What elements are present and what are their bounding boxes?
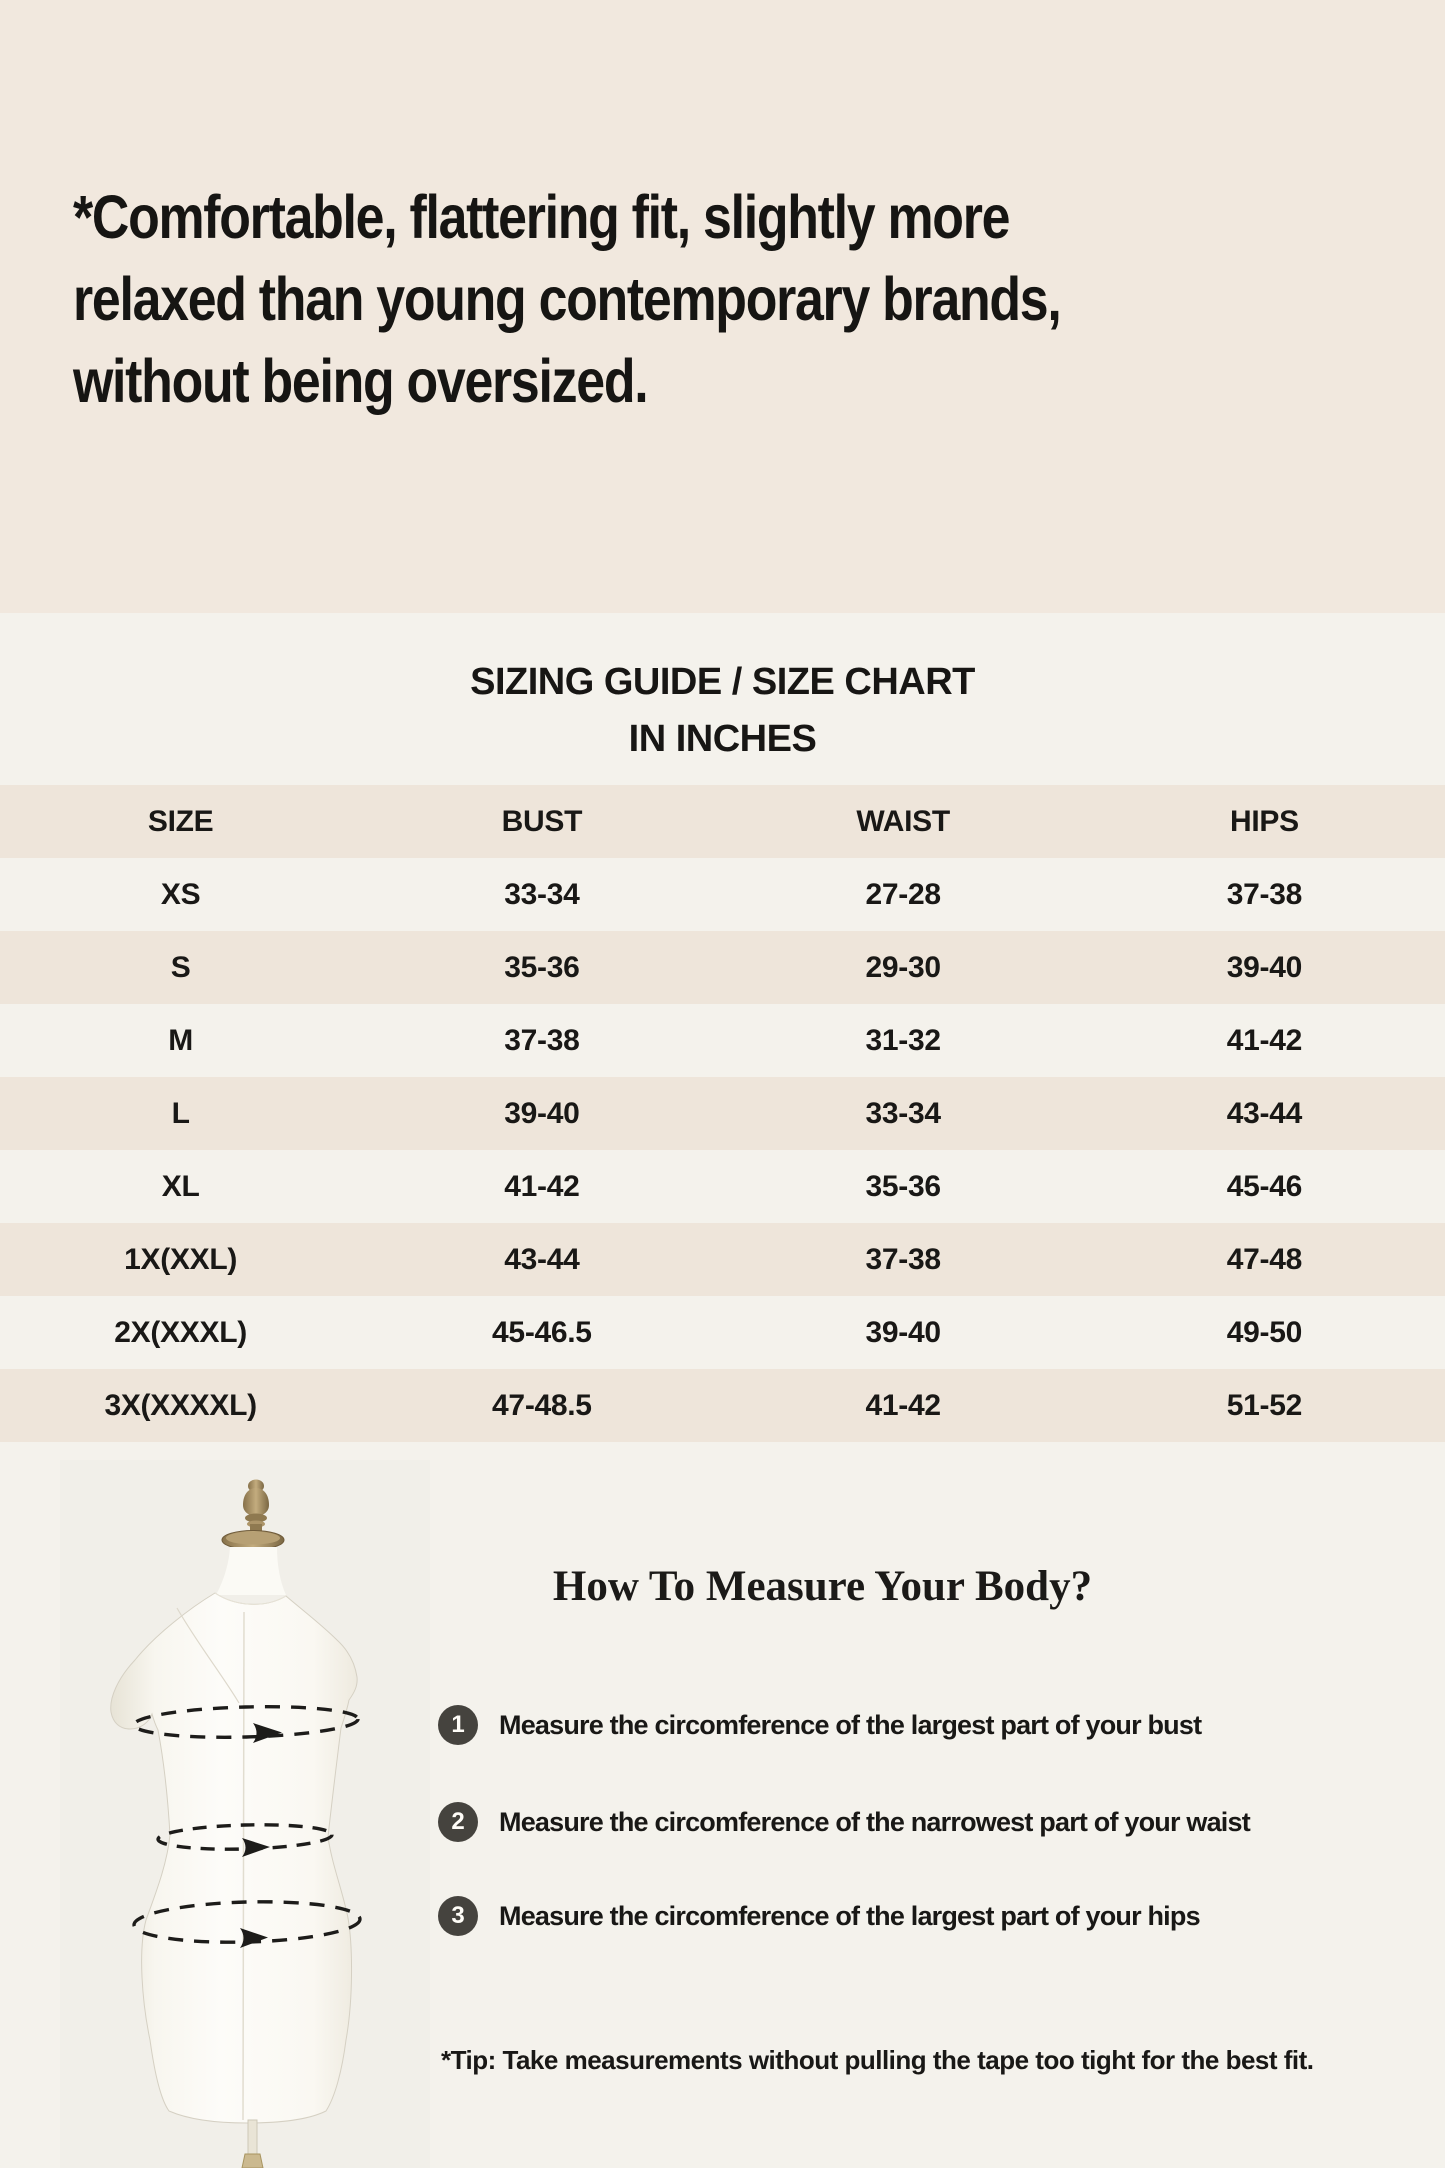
torso-silhouette	[110, 1592, 358, 2124]
finial-icon	[221, 1479, 285, 1550]
cell-bust: 47-48.5	[492, 1388, 592, 1422]
cell-hips: 51-52	[1226, 1388, 1303, 1422]
step-text: Measure the circomference of the largest…	[499, 1709, 1202, 1740]
princess-seam	[176, 1607, 240, 1704]
measure-title: How To Measure Your Body?	[552, 1563, 1093, 1610]
table-row: M 37-38 31-32 41-42	[0, 1004, 1445, 1077]
cell-waist: 35-36	[865, 1169, 942, 1203]
hips-arrow-icon	[240, 1928, 268, 1948]
fit-note-headline: *Comfortable, flattering fit, slightly m…	[73, 176, 1235, 422]
fit-note-line: relaxed than young contemporary brands,	[73, 265, 1062, 333]
table-row: XS 33-34 27-28 37-38	[0, 858, 1445, 931]
cell-bust: 39-40	[504, 1096, 580, 1130]
neck	[216, 1547, 286, 1595]
column-header-size: SIZE	[147, 804, 214, 838]
measure-step: 2 Measure the circomference of the narro…	[438, 1802, 1251, 1842]
cell-waist: 39-40	[865, 1315, 942, 1349]
cell-size: 2X(XXXL)	[114, 1315, 247, 1349]
step-text: Measure the circomference of the narrowe…	[499, 1806, 1251, 1837]
cell-bust: 41-42	[504, 1169, 580, 1203]
table-header-row: SIZE BUST WAIST HIPS	[0, 785, 1445, 858]
size-chart-table: SIZE BUST WAIST HIPS XS 33-34 27-28 37-3…	[0, 785, 1445, 1442]
column-header-waist: WAIST	[856, 804, 950, 838]
step-number-badge: 3	[438, 1896, 478, 1936]
cell-bust: 45-46.5	[492, 1315, 592, 1349]
cell-hips: 43-44	[1226, 1096, 1303, 1130]
cell-size: M	[168, 1023, 193, 1057]
cell-hips: 47-48	[1226, 1242, 1303, 1276]
waist-arrow-icon	[242, 1838, 270, 1857]
cell-hips: 45-46	[1226, 1169, 1303, 1203]
cell-hips: 41-42	[1226, 1023, 1303, 1057]
size-chart-title-line2: IN INCHES	[628, 718, 817, 760]
cell-waist: 31-32	[865, 1023, 942, 1057]
table-row: L 39-40 33-34 43-44	[0, 1077, 1445, 1150]
step-text: Measure the circomference of the largest…	[499, 1900, 1201, 1931]
table-row: 1X(XXL) 43-44 37-38 47-48	[0, 1223, 1445, 1296]
fit-note-line: *Comfortable, flattering fit, slightly m…	[73, 183, 1010, 251]
cell-size: L	[171, 1096, 190, 1130]
measure-step: 3 Measure the circomference of the large…	[438, 1896, 1201, 1936]
step-number-badge: 2	[438, 1802, 478, 1842]
cell-bust: 35-36	[504, 950, 580, 984]
neckline-seam	[214, 1592, 287, 1605]
cell-waist: 37-38	[865, 1242, 942, 1276]
cell-waist: 41-42	[865, 1388, 942, 1422]
measure-step: 1 Measure the circomference of the large…	[438, 1705, 1202, 1745]
table-row: S 35-36 29-30 39-40	[0, 931, 1445, 1004]
cell-size: 1X(XXL)	[124, 1242, 238, 1276]
cell-size: S	[170, 950, 191, 984]
cell-hips: 39-40	[1226, 950, 1303, 984]
cell-bust: 37-38	[504, 1023, 580, 1057]
waist-measure-line	[156, 1823, 334, 1857]
cell-size: 3X(XXXXL)	[104, 1388, 257, 1422]
measure-tip: *Tip: Take measurements without pulling …	[441, 2045, 1314, 2075]
size-chart-title: SIZING GUIDE / SIZE CHART IN INCHES	[0, 654, 1445, 768]
column-header-hips: HIPS	[1229, 804, 1299, 838]
cell-bust: 33-34	[504, 877, 580, 911]
fit-note-section: *Comfortable, flattering fit, slightly m…	[0, 0, 1445, 613]
table-row: XL 41-42 35-36 45-46	[0, 1150, 1445, 1223]
fit-note-line: without being oversized.	[73, 347, 649, 415]
table-row: 3X(XXXXL) 47-48.5 41-42 51-52	[0, 1369, 1445, 1442]
cell-size: XL	[161, 1169, 200, 1203]
cell-size: XS	[160, 877, 201, 911]
cell-waist: 33-34	[865, 1096, 942, 1130]
stand-pole	[241, 2119, 264, 2168]
size-chart-section: SIZING GUIDE / SIZE CHART IN INCHES SIZE…	[0, 613, 1445, 2168]
hips-measure-line	[132, 1900, 362, 1948]
cell-waist: 27-28	[865, 877, 942, 911]
cell-hips: 49-50	[1226, 1315, 1303, 1349]
cell-hips: 37-38	[1226, 877, 1303, 911]
table-row: 2X(XXXL) 45-46.5 39-40 49-50	[0, 1296, 1445, 1369]
size-chart-title-line1: SIZING GUIDE / SIZE CHART	[470, 661, 975, 703]
cell-bust: 43-44	[504, 1242, 580, 1276]
step-number-badge: 1	[438, 1705, 478, 1745]
bust-arrow-icon	[253, 1723, 282, 1743]
dress-form-torso	[110, 1547, 358, 2124]
bust-measure-line	[132, 1705, 360, 1743]
column-header-bust: BUST	[501, 804, 583, 838]
dress-form-illustration	[60, 1460, 430, 2168]
cell-waist: 29-30	[865, 950, 942, 984]
